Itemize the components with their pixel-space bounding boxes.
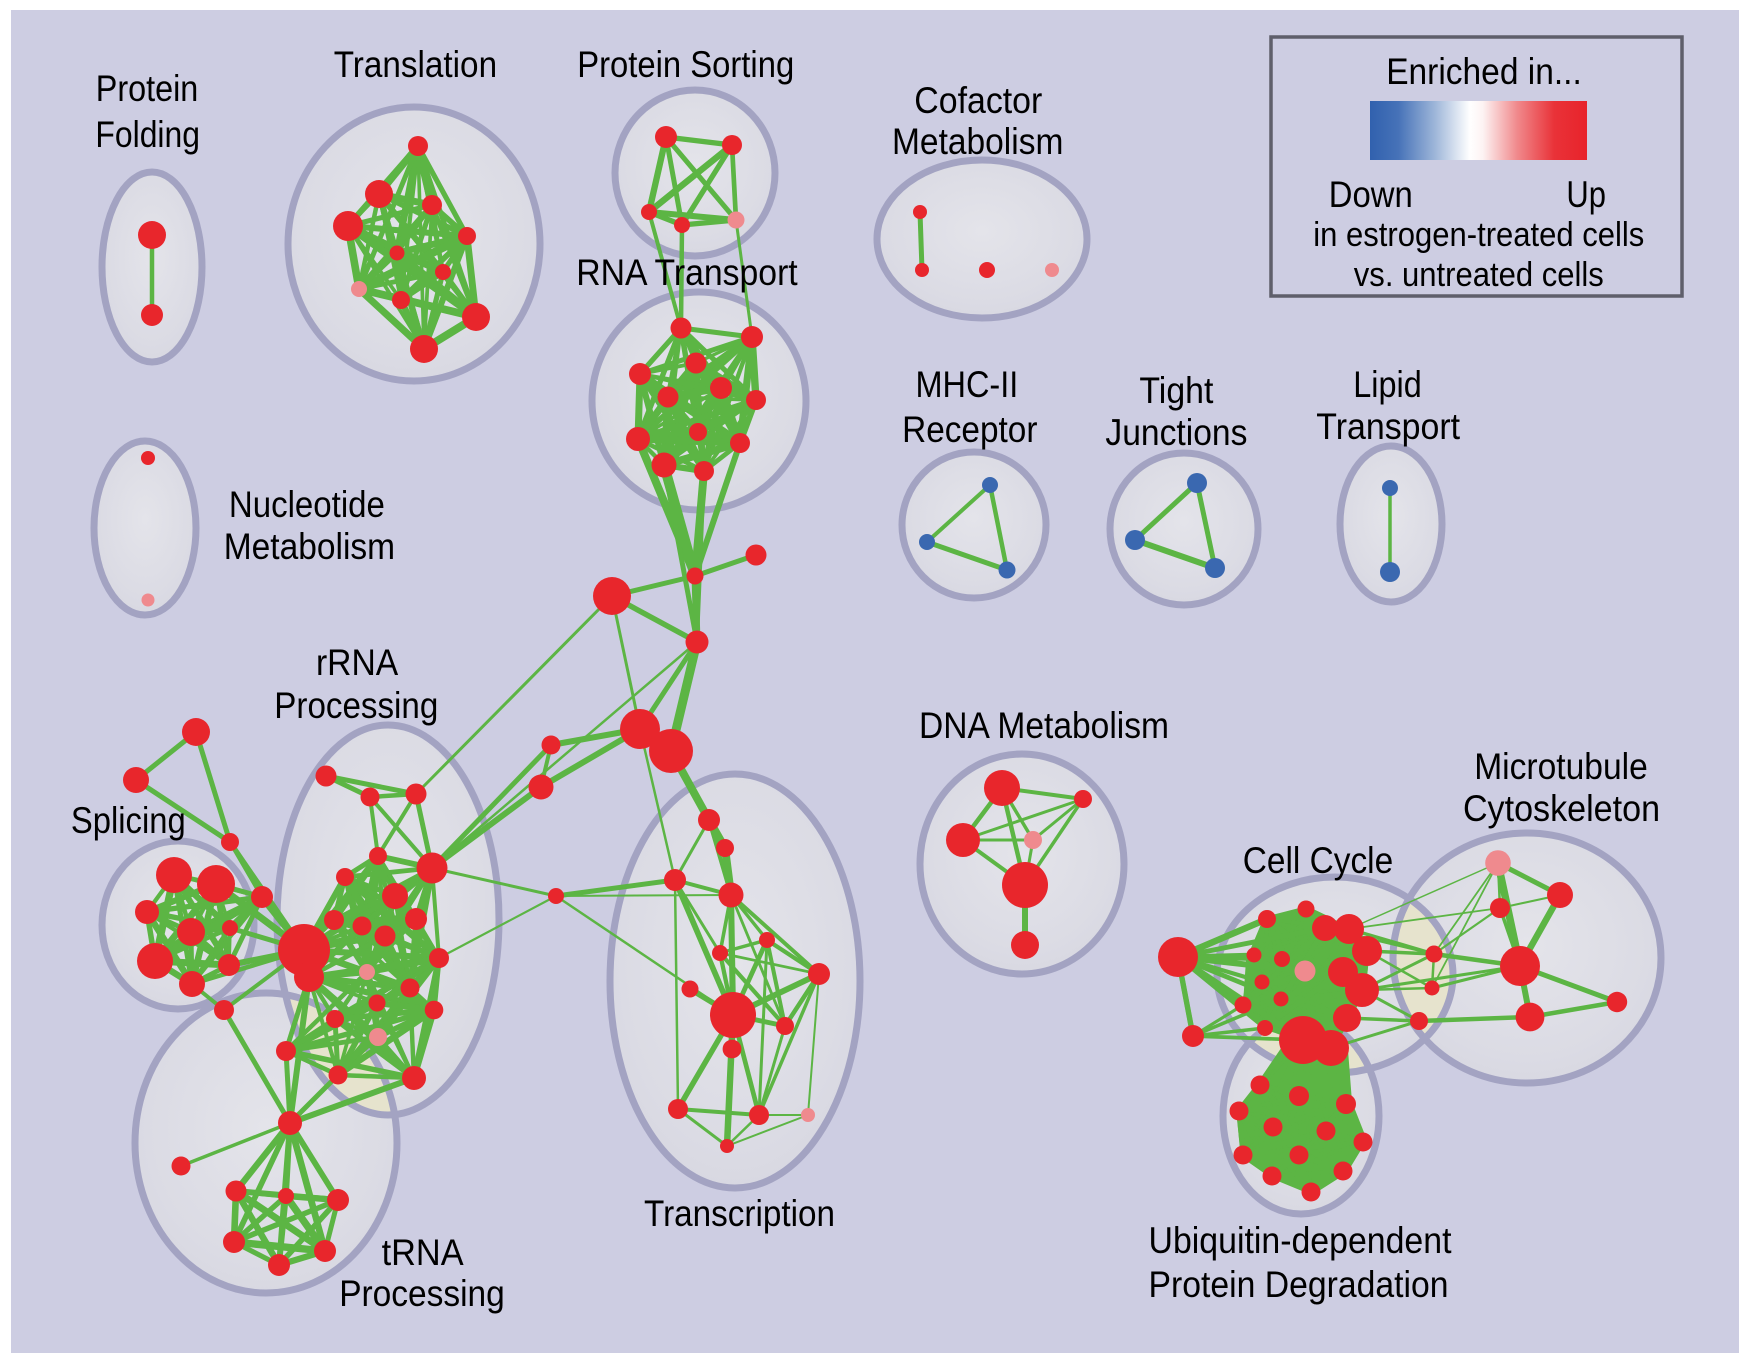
svg-text:vs. untreated cells: vs. untreated cells [1354,256,1604,294]
svg-text:Splicing: Splicing [71,800,186,841]
svg-text:Transport: Transport [1316,406,1460,447]
svg-text:Receptor: Receptor [902,409,1037,450]
svg-text:RNA Transport: RNA Transport [576,252,798,293]
svg-text:Folding: Folding [95,114,200,155]
svg-text:Down: Down [1329,174,1413,215]
svg-text:Metabolism: Metabolism [892,121,1063,162]
svg-text:Tight: Tight [1139,370,1214,411]
svg-text:Nucleotide: Nucleotide [229,484,385,525]
svg-text:Lipid: Lipid [1353,364,1422,405]
svg-text:Up: Up [1566,174,1606,215]
svg-text:Cell Cycle: Cell Cycle [1243,840,1393,881]
svg-text:DNA Metabolism: DNA Metabolism [919,705,1169,746]
svg-text:Processing: Processing [339,1273,505,1314]
svg-text:Microtubule: Microtubule [1474,746,1648,787]
svg-text:tRNA: tRNA [382,1232,464,1273]
svg-text:Ubiquitin-dependent: Ubiquitin-dependent [1149,1220,1453,1261]
svg-text:Metabolism: Metabolism [224,526,395,567]
svg-text:Enriched in...: Enriched in... [1386,51,1582,92]
svg-text:MHC-II: MHC-II [916,364,1019,405]
svg-text:Cofactor: Cofactor [914,80,1042,121]
svg-text:Junctions: Junctions [1105,412,1247,453]
svg-text:Protein Degradation: Protein Degradation [1149,1264,1449,1305]
svg-text:Translation: Translation [334,44,497,85]
svg-text:Cytoskeleton: Cytoskeleton [1463,788,1660,829]
svg-text:Protein Sorting: Protein Sorting [577,44,794,85]
svg-text:in estrogen-treated cells: in estrogen-treated cells [1313,216,1644,254]
svg-text:Protein: Protein [96,68,199,109]
svg-text:Transcription: Transcription [644,1193,835,1234]
svg-text:rRNA: rRNA [316,642,399,683]
svg-text:Processing: Processing [274,685,438,726]
